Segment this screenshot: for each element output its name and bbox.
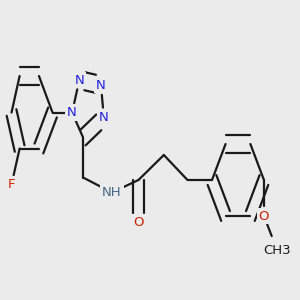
Text: NH: NH: [102, 186, 122, 199]
Text: N: N: [74, 74, 84, 86]
Text: O: O: [133, 216, 144, 229]
Text: N: N: [99, 111, 109, 124]
Text: N: N: [96, 79, 106, 92]
Text: N: N: [67, 106, 77, 119]
Text: CH3: CH3: [264, 244, 291, 257]
Text: O: O: [259, 209, 269, 223]
Text: F: F: [8, 178, 15, 191]
